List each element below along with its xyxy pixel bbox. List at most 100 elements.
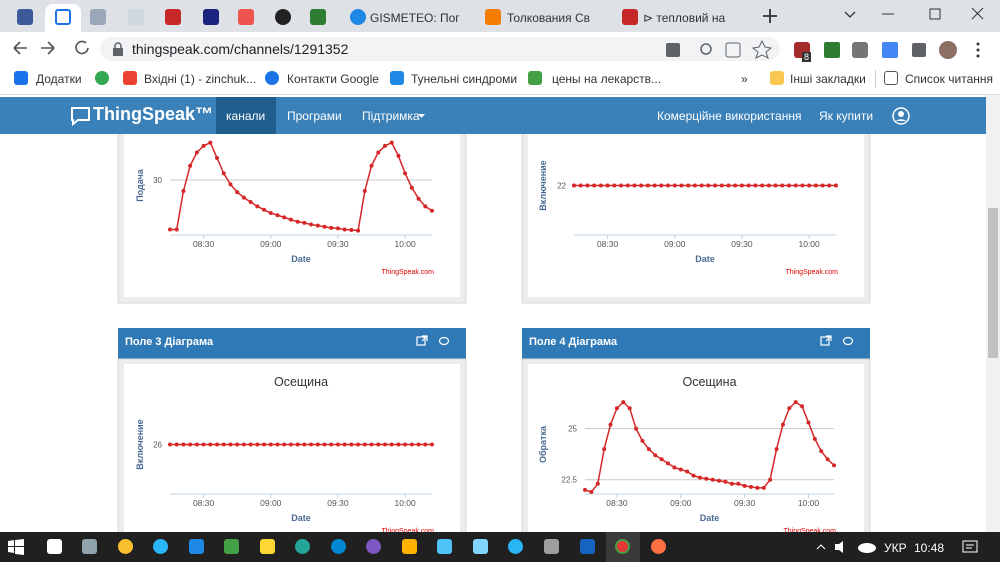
data-point xyxy=(174,227,179,232)
x-tick-label: 10:00 xyxy=(798,498,820,508)
bookmark-icon[interactable] xyxy=(265,71,279,85)
data-point xyxy=(608,422,613,427)
panel-tools[interactable] xyxy=(416,335,450,346)
tab-icon[interactable] xyxy=(90,9,106,25)
data-point xyxy=(423,204,428,209)
taskbar-icon[interactable] xyxy=(224,539,239,554)
lock-icon[interactable] xyxy=(112,42,124,56)
data-point xyxy=(595,481,600,486)
notifications[interactable] xyxy=(962,540,978,554)
url[interactable]: thingspeak.com/channels/1291352 xyxy=(132,41,349,57)
taskbar-icon[interactable] xyxy=(615,539,630,554)
taskbar-icon[interactable] xyxy=(473,539,488,554)
taskbar-icon[interactable] xyxy=(402,539,417,554)
data-point xyxy=(753,183,758,188)
data-point xyxy=(181,442,186,447)
tab-icon[interactable] xyxy=(350,9,366,25)
more-bookmarks[interactable]: » xyxy=(741,72,748,86)
nav-item[interactable]: канали xyxy=(226,109,266,123)
nav-item[interactable]: Підтримка xyxy=(362,109,420,123)
bookmark-folder[interactable]: Інші закладки xyxy=(790,72,866,86)
bookmark[interactable]: цены на лекарств... xyxy=(552,72,662,86)
tab-title[interactable]: Толкования Св xyxy=(507,11,590,25)
data-point xyxy=(713,183,718,188)
bookmark-icon[interactable] xyxy=(123,71,137,85)
data-point xyxy=(356,228,361,233)
tab-icon[interactable] xyxy=(55,9,71,25)
taskbar-icon[interactable] xyxy=(295,539,310,554)
bookmark[interactable]: Тунельні синдроми xyxy=(411,72,518,86)
taskbar-icon[interactable] xyxy=(260,539,275,554)
y-axis-label: Обратка xyxy=(538,425,548,463)
taskbar-icon[interactable] xyxy=(544,539,559,554)
brand[interactable]: ThingSpeak™ xyxy=(93,104,214,124)
taskbar-icon[interactable] xyxy=(331,539,346,554)
data-point xyxy=(188,163,193,168)
tab-icon[interactable] xyxy=(275,9,291,25)
tab-icon[interactable] xyxy=(310,9,326,25)
bookmark-icon[interactable] xyxy=(95,71,109,85)
tab-icon[interactable] xyxy=(238,9,254,25)
clock[interactable]: 10:48 xyxy=(914,541,945,555)
tab-icon[interactable] xyxy=(128,9,144,25)
bookmark[interactable]: Вхідні (1) - zinchuk... xyxy=(144,72,257,86)
logo-icon[interactable] xyxy=(70,106,92,126)
tab-icon[interactable] xyxy=(165,9,181,25)
data-point xyxy=(736,481,741,486)
panel-header xyxy=(522,328,870,359)
data-point xyxy=(746,183,751,188)
panel-tools[interactable] xyxy=(820,335,854,346)
nav-buttons[interactable] xyxy=(10,38,95,58)
start-button[interactable] xyxy=(8,539,24,555)
data-point xyxy=(302,220,307,225)
data-point xyxy=(322,442,327,447)
bookmark[interactable]: Додатки xyxy=(36,72,82,86)
x-tick-label: 08:30 xyxy=(193,239,215,249)
bookmark[interactable]: Контакти Google xyxy=(287,72,379,86)
data-point xyxy=(389,442,394,447)
taskbar-icon[interactable] xyxy=(47,539,62,554)
data-point xyxy=(666,183,671,188)
folder-icon[interactable] xyxy=(770,71,784,85)
nav-item[interactable]: Як купити xyxy=(819,109,874,123)
taskbar-icon[interactable] xyxy=(366,539,381,554)
bookmark-icon[interactable] xyxy=(390,71,404,85)
language[interactable]: УКР xyxy=(884,541,907,555)
nav-item[interactable]: Програми xyxy=(287,109,342,123)
taskbar-icon[interactable] xyxy=(189,539,204,554)
scrollbar-thumb[interactable] xyxy=(988,208,998,358)
data-point xyxy=(787,406,792,411)
data-point xyxy=(349,228,354,233)
tab-icon[interactable] xyxy=(622,9,638,25)
data-point xyxy=(806,420,811,425)
data-point xyxy=(813,183,818,188)
toolbar-icons[interactable] xyxy=(660,39,985,61)
window-controls[interactable] xyxy=(840,4,990,24)
data-point xyxy=(430,208,434,213)
tab-title[interactable]: ⊳ тепловий на xyxy=(643,11,726,25)
data-point xyxy=(800,183,805,188)
taskbar-icon[interactable] xyxy=(437,539,452,554)
new-tab-button[interactable] xyxy=(760,6,780,26)
taskbar-icon[interactable] xyxy=(651,539,666,554)
data-point xyxy=(717,478,722,483)
bookmark-icon[interactable] xyxy=(14,71,28,85)
data-point xyxy=(679,183,684,188)
tab-icon[interactable] xyxy=(485,9,501,25)
tray-icons[interactable] xyxy=(815,540,885,554)
user-icon[interactable] xyxy=(892,107,910,125)
tab-title[interactable]: GISMETEO: Пог xyxy=(370,11,460,25)
bookmark-icon[interactable] xyxy=(528,71,542,85)
taskbar-icon[interactable] xyxy=(580,539,595,554)
reading-list-icon[interactable] xyxy=(884,71,898,85)
taskbar-icon[interactable] xyxy=(508,539,523,554)
taskbar-icon[interactable] xyxy=(153,539,168,554)
taskbar-icon[interactable] xyxy=(118,539,133,554)
tab-icon[interactable] xyxy=(17,9,33,25)
tab-icon[interactable] xyxy=(203,9,219,25)
data-point xyxy=(201,143,206,148)
reading-list[interactable]: Список читання xyxy=(905,72,994,86)
nav-item[interactable]: Комерційне використання xyxy=(657,109,802,123)
series-line xyxy=(584,401,835,493)
taskbar-icon[interactable] xyxy=(82,539,97,554)
